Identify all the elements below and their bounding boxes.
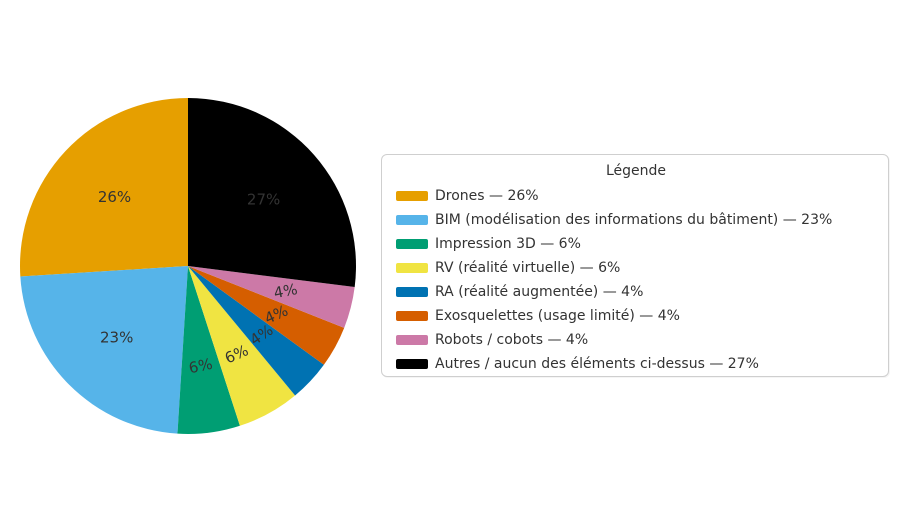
pie-slice-2 — [177, 266, 240, 435]
legend-entry-5: Exosquelettes (usage limité) — 4% — [396, 304, 876, 328]
legend-label-6: Robots / cobots — 4% — [435, 332, 589, 348]
legend-swatch-5 — [396, 311, 428, 321]
legend-rows: Drones — 26% BIM (modélisation des inform… — [396, 184, 876, 376]
legend-swatch-3 — [396, 263, 428, 273]
legend-entry-4: RA (réalité augmentée) — 4% — [396, 280, 876, 304]
legend-title: Légende — [605, 163, 667, 179]
legend-entry-6: Robots / cobots — 4% — [396, 328, 876, 352]
legend: Légende Drones — 26% BIM (modélisation de… — [381, 154, 889, 377]
legend-label-0: Drones — 26% — [435, 188, 539, 204]
legend-label-2: Impression 3D — 6% — [435, 236, 581, 252]
legend-swatch-7 — [396, 359, 428, 369]
legend-entry-7: Autres / aucun des éléments ci-dessus — … — [396, 352, 876, 376]
legend-swatch-6 — [396, 335, 428, 345]
legend-entry-0: Drones — 26% — [396, 184, 876, 208]
pie-slice-7 — [188, 98, 357, 288]
pie-slice-5 — [188, 266, 345, 365]
legend-swatch-2 — [396, 239, 428, 249]
pie-slices — [19, 98, 357, 435]
legend-entry-3: RV (réalité virtuelle) — 6% — [396, 256, 876, 280]
pie-slice-4 — [188, 266, 324, 396]
legend-label-1: BIM (modélisation des informations du bâ… — [435, 212, 833, 228]
legend-swatch-0 — [396, 191, 428, 201]
legend-swatch-4 — [396, 287, 428, 297]
pie-slice-0 — [19, 98, 189, 277]
pie-label-0: 26% — [98, 188, 131, 206]
pie-label-1: 23% — [100, 328, 133, 346]
legend-entry-2: Impression 3D — 6% — [396, 232, 876, 256]
legend-entry-1: BIM (modélisation des informations du bâ… — [396, 208, 876, 232]
legend-label-7: Autres / aucun des éléments ci-dessus — … — [435, 356, 759, 372]
pie-slice-1 — [20, 266, 188, 434]
legend-label-3: RV (réalité virtuelle) — 6% — [435, 260, 621, 276]
pie-label-2: 6% — [187, 355, 214, 378]
legend-swatch-1 — [396, 215, 428, 225]
pie-label-6: 4% — [272, 280, 299, 302]
pie-label-7: 27% — [247, 190, 280, 208]
pie-slice-3 — [188, 266, 296, 426]
pie-slice-6 — [188, 266, 355, 328]
pie-chart: 26%23%6% 6%4%4%4%27% — [19, 98, 357, 435]
legend-label-5: Exosquelettes (usage limité) — 4% — [435, 308, 680, 324]
legend-label-4: RA (réalité augmentée) — 4% — [435, 284, 644, 300]
